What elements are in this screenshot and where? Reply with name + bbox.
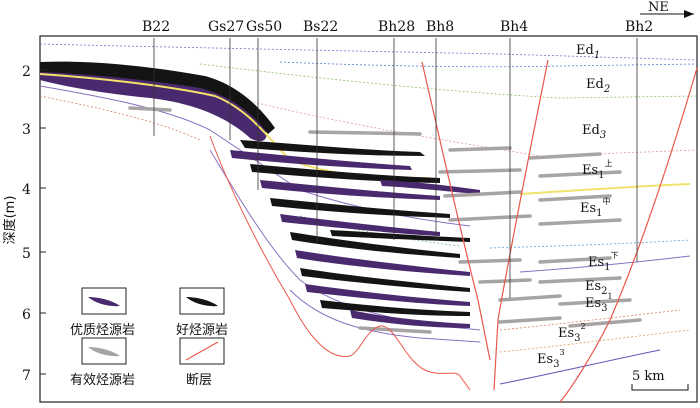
y-axis-ticks [40,69,46,375]
formation-labels: Ed1 Ed2 Ed3 Es1上 Es1中 Es1下 Es2 Es31 Es32… [537,43,619,370]
y-tick-3: 3 [22,122,31,138]
formation-es1-upper: Es1上 [582,159,613,181]
well-label-bh4: Bh4 [500,19,528,35]
yellow-horizon-right [519,183,691,195]
y-tick-5: 5 [22,246,31,262]
good-source-rock-slope [40,61,275,134]
basement-outline [209,135,471,391]
scale-bar: 5 km [631,369,689,391]
legend-label-excellent: 优质烃源岩 [70,323,135,338]
purple-horizon-2 [519,255,691,273]
purple-horizon-4 [289,289,481,343]
source-rock-lenses [230,140,480,328]
well-lines [153,38,638,298]
well-label-bh8: Bh8 [426,19,454,35]
legend-label-effective: 有效烃源岩 [70,373,135,388]
north-east-arrow-icon [640,10,694,18]
ed3-horizon [199,63,698,99]
compass-label: NE [648,0,669,15]
dotted-horizon-c [489,239,691,249]
scale-bar-label: 5 km [632,369,665,384]
ed2-horizon [279,61,698,68]
y-tick-6: 6 [22,307,31,323]
ed1-top-horizon [39,43,698,61]
well-label-gs27: Gs27 [208,19,244,35]
well-label-b22: B22 [142,19,170,35]
y-tick-2: 2 [22,64,31,80]
formation-ed2: Ed2 [586,77,610,95]
y-tick-7: 7 [22,368,31,384]
formation-es3-1: Es31 [585,292,613,314]
well-label-bs22: Bs22 [303,19,338,35]
plot-frame [39,35,698,403]
fault-bh8-west [421,61,491,361]
es1-upper-horizon [229,95,698,157]
well-label-bh28: Bh28 [378,19,415,35]
y-axis-label: 深度(m) [2,196,18,245]
formation-es1-lower: Es1下 [588,251,619,273]
formation-es2: Es2 [585,279,608,297]
dotted-horizon-e [499,329,691,353]
dotted-horizon-a [39,95,201,141]
effective-source-rock-beds [128,106,642,334]
purple-horizon-5 [499,349,661,385]
formation-ed3: Ed3 [582,123,606,141]
fault-bh2-east [559,67,698,403]
dotted-horizon-d [499,309,681,331]
legend-label-good: 好烃源岩 [176,323,228,338]
formation-es3-3: Es33 [537,348,565,370]
formation-ed1: Ed1 [576,43,600,61]
formation-es1-middle: Es1中 [580,196,611,219]
well-label-bh2: Bh2 [625,19,653,35]
fault-bh4-west [493,59,549,391]
legend: 优质烃源岩 好烃源岩 有效烃源岩 断层 [70,287,228,388]
formation-es3-2: Es32 [558,322,586,344]
well-label-gs50: Gs50 [246,19,282,35]
legend-label-fault: 断层 [186,373,212,388]
excellent-source-rock-slope [40,66,267,142]
y-tick-4: 4 [22,182,31,198]
